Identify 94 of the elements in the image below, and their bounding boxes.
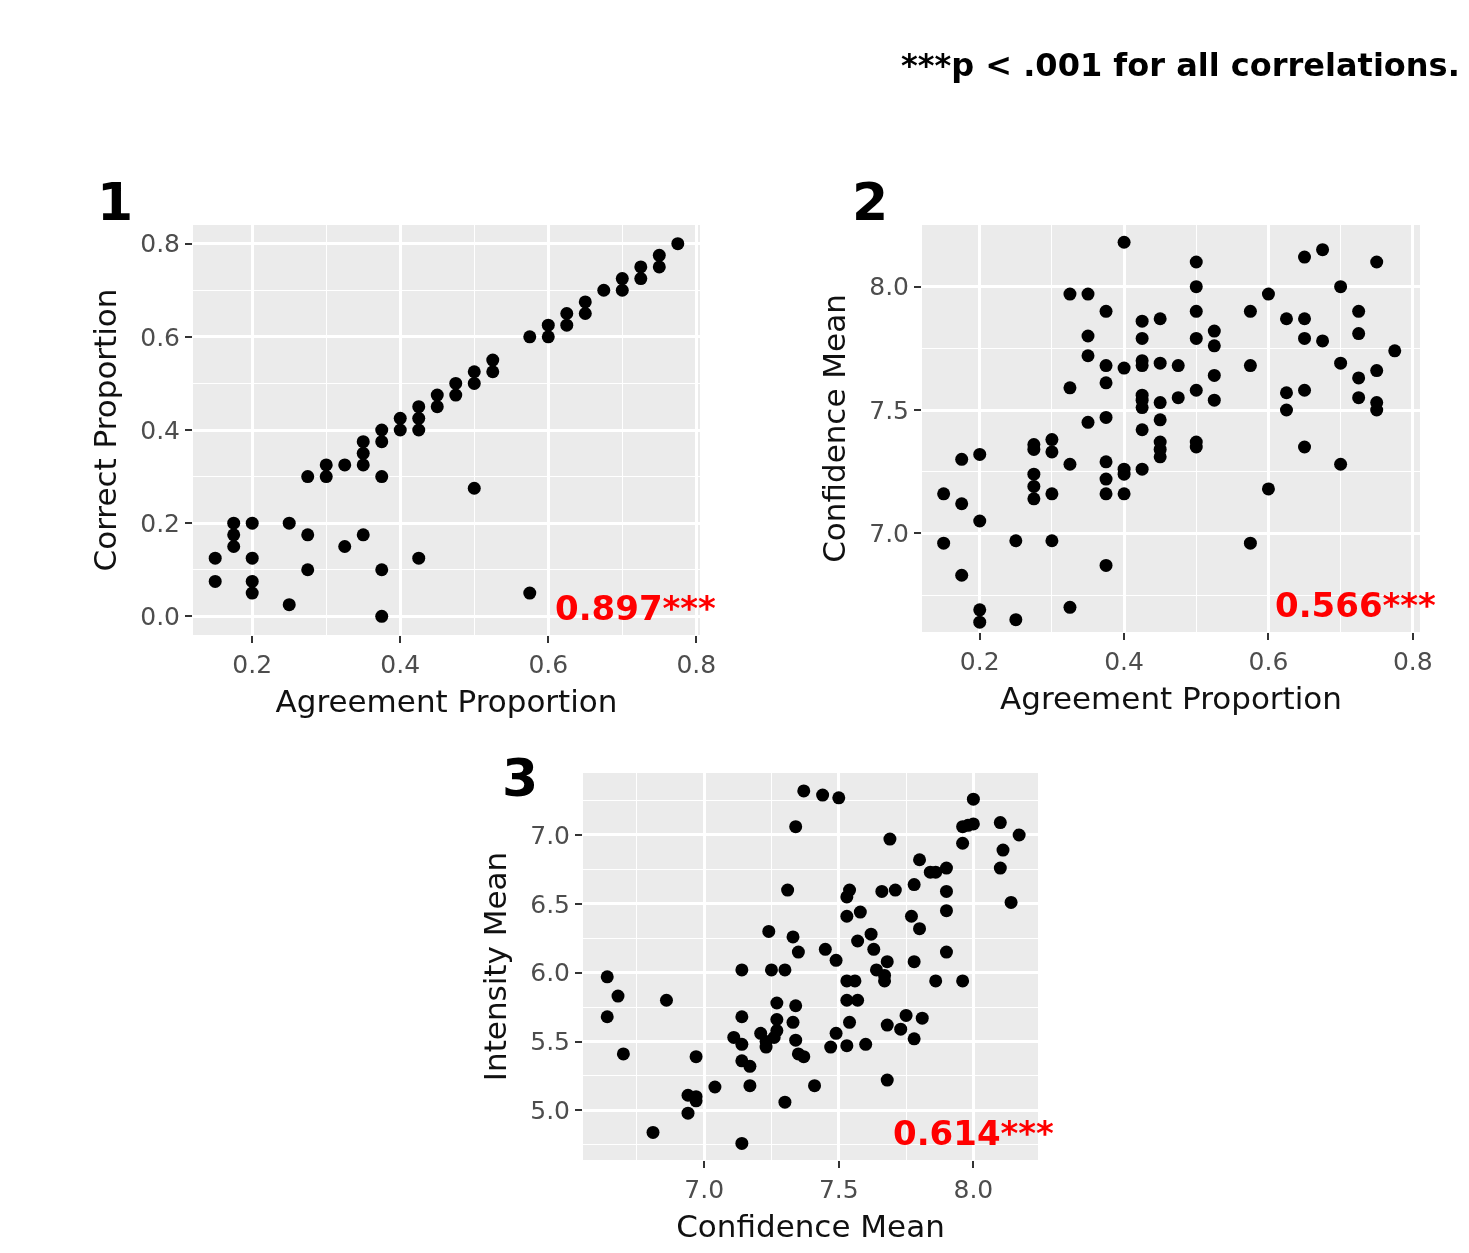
x-tick-label: 0.8 xyxy=(676,650,717,679)
point xyxy=(375,423,389,437)
x-tick-label: 0.2 xyxy=(232,650,273,679)
point xyxy=(356,446,370,460)
point xyxy=(393,411,407,425)
y-tick-label: 7.0 xyxy=(869,519,909,549)
y-tick-label: 0.6 xyxy=(140,322,180,352)
point xyxy=(301,470,315,484)
point xyxy=(338,539,352,553)
annotation: 0.614*** xyxy=(893,1113,1055,1153)
point xyxy=(467,481,481,495)
y-tick-label: 0.0 xyxy=(140,602,180,632)
point xyxy=(301,528,315,542)
point xyxy=(652,248,666,262)
point xyxy=(430,400,444,414)
point xyxy=(412,423,426,437)
point xyxy=(338,458,352,472)
point xyxy=(375,609,389,623)
point xyxy=(227,528,241,542)
x-tick-label: 7.5 xyxy=(818,1175,859,1204)
y-tick-label: 0.4 xyxy=(140,415,180,445)
point xyxy=(245,574,259,588)
y-tick-label: 7.0 xyxy=(530,820,570,850)
point xyxy=(393,423,407,437)
point xyxy=(375,563,389,577)
y-axis-title: Correct Proportion xyxy=(86,288,123,572)
x-axis-title: Confidence Mean xyxy=(676,1208,945,1245)
point xyxy=(541,330,555,344)
x-tick-label: 0.2 xyxy=(959,647,1000,676)
y-tick-label: 5.0 xyxy=(530,1096,570,1126)
point xyxy=(560,307,574,321)
point xyxy=(560,318,574,332)
chart-title: 3 xyxy=(502,748,539,808)
point xyxy=(467,376,481,390)
point xyxy=(227,516,241,530)
annotation: 0.566*** xyxy=(1275,585,1437,625)
point xyxy=(412,400,426,414)
point xyxy=(208,551,222,565)
point xyxy=(282,516,296,530)
point xyxy=(449,376,463,390)
point xyxy=(245,551,259,565)
chart-title: 1 xyxy=(97,172,134,232)
y-tick-label: 6.5 xyxy=(530,889,570,919)
point xyxy=(652,260,666,274)
point xyxy=(467,365,481,379)
point xyxy=(486,365,500,379)
chart-title: 2 xyxy=(852,172,889,232)
point xyxy=(356,435,370,449)
x-tick-label: 0.6 xyxy=(1248,647,1289,676)
x-tick-label: 0.4 xyxy=(380,650,421,679)
x-tick-label: 7.0 xyxy=(684,1175,725,1204)
point xyxy=(615,272,629,286)
point xyxy=(375,470,389,484)
y-tick-label: 0.8 xyxy=(140,229,180,259)
point xyxy=(282,598,296,612)
point xyxy=(430,388,444,402)
point xyxy=(634,272,648,286)
y-tick-label: 0.2 xyxy=(140,508,180,538)
point xyxy=(375,435,389,449)
y-tick-label: 7.5 xyxy=(869,395,909,425)
point xyxy=(597,283,611,297)
text: ***p < .001 for all correlations. xyxy=(901,46,1460,84)
point xyxy=(578,307,592,321)
y-axis-title: Intensity Mean xyxy=(476,851,513,1082)
point xyxy=(356,458,370,472)
point xyxy=(208,574,222,588)
point xyxy=(301,563,315,577)
point xyxy=(578,295,592,309)
point xyxy=(523,330,537,344)
point xyxy=(227,539,241,553)
point xyxy=(356,528,370,542)
point xyxy=(615,283,629,297)
x-tick-label: 0.4 xyxy=(1104,647,1144,676)
y-tick-label: 5.5 xyxy=(530,1027,570,1057)
x-axis-title: Agreement Proportion xyxy=(1000,680,1342,717)
y-axis-title: Confidence Mean xyxy=(815,294,852,563)
x-tick-label: 8.0 xyxy=(953,1175,994,1204)
y-tick-label: 6.0 xyxy=(530,958,570,988)
x-tick-label: 0.8 xyxy=(1392,647,1433,676)
point xyxy=(486,353,500,367)
point xyxy=(412,411,426,425)
point xyxy=(245,586,259,600)
annotation: 0.897*** xyxy=(555,588,717,628)
y-tick-label: 8.0 xyxy=(869,272,909,302)
point xyxy=(449,388,463,402)
point xyxy=(523,586,537,600)
point xyxy=(671,237,685,251)
point xyxy=(319,470,333,484)
x-axis-title: Agreement Proportion xyxy=(275,683,618,720)
point xyxy=(412,551,426,565)
point xyxy=(245,516,259,530)
point xyxy=(634,260,648,274)
point xyxy=(319,458,333,472)
point xyxy=(541,318,555,332)
